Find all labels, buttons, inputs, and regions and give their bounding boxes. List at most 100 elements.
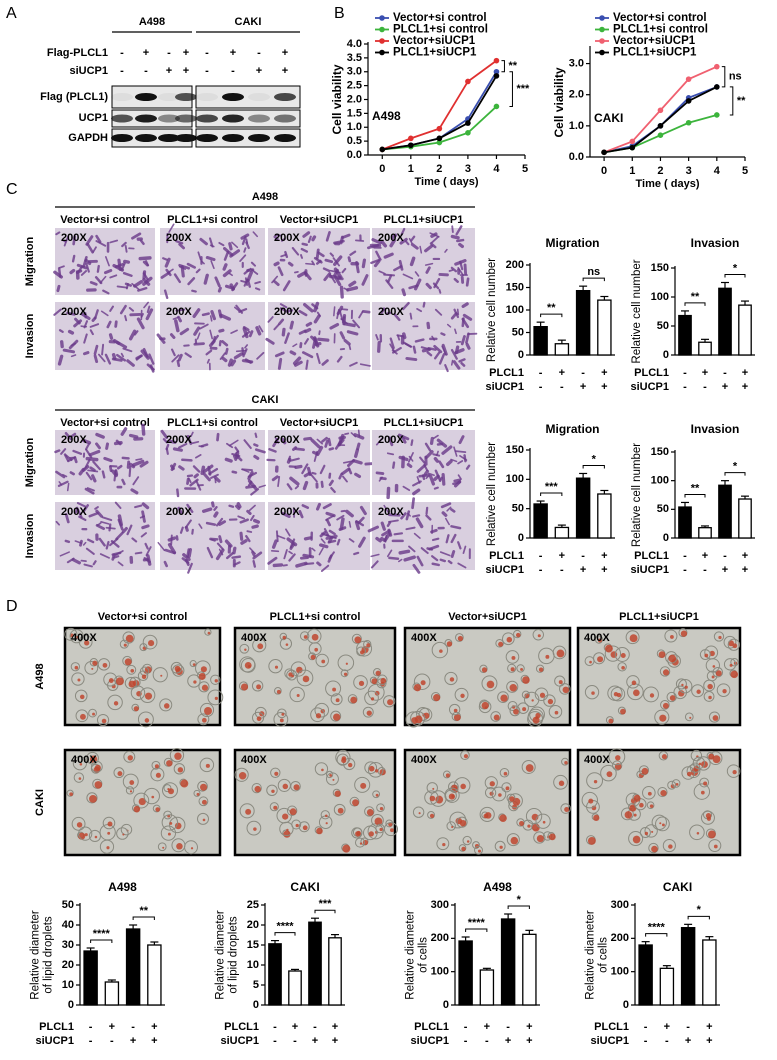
cell: [280, 437, 287, 445]
band: [274, 134, 296, 142]
cell: [230, 359, 237, 367]
lipid: [506, 636, 513, 643]
cell: [426, 321, 431, 330]
cell: [497, 691, 509, 704]
lipid: [481, 701, 489, 710]
cell: [301, 351, 314, 359]
cell: [339, 285, 344, 299]
cell: [99, 275, 107, 284]
bracket: [540, 313, 563, 318]
cell: [239, 518, 249, 524]
cell: [375, 334, 379, 341]
lipid: [190, 847, 194, 850]
cell: [362, 706, 374, 718]
cell: [251, 524, 259, 529]
cell: [219, 313, 232, 321]
significance: *: [517, 894, 522, 906]
cell: [178, 265, 186, 270]
cell: [187, 562, 193, 574]
cell: [157, 541, 166, 552]
lipid: [76, 635, 80, 639]
cell: [279, 307, 290, 314]
cell: [269, 802, 279, 812]
cell: [383, 822, 398, 837]
lipid: [276, 689, 281, 694]
sign: +: [109, 1021, 115, 1033]
lipid: [238, 772, 247, 780]
lipid: [703, 781, 708, 786]
cell: [370, 553, 380, 558]
bracket: [90, 939, 113, 943]
cell: [103, 456, 113, 463]
cell: [298, 329, 307, 335]
cell: [371, 238, 382, 245]
cell: [319, 531, 327, 538]
cell: [130, 488, 139, 495]
sign: -: [506, 1021, 510, 1033]
lipid: [174, 822, 182, 830]
bar: [500, 918, 516, 1006]
cell: [282, 280, 291, 292]
band: [111, 93, 133, 101]
cell: [479, 664, 488, 674]
cell: [197, 812, 210, 825]
cell: [170, 534, 173, 546]
lipid: [715, 670, 722, 677]
row-label: PLCL1: [489, 367, 524, 379]
sign: +: [601, 367, 607, 379]
cell-line-label: A498: [372, 109, 401, 123]
cell: [325, 770, 334, 779]
sign: +: [183, 47, 189, 59]
cell: [534, 687, 549, 702]
cell: [317, 337, 330, 342]
cell: [584, 685, 600, 700]
lipid: [274, 665, 279, 669]
lipid: [477, 849, 481, 853]
cell: [139, 687, 156, 704]
cell: [88, 708, 97, 718]
lipid: [311, 633, 319, 641]
cell: [213, 506, 218, 511]
cell: [460, 750, 470, 760]
lipid: [256, 684, 262, 690]
lipid: [201, 799, 207, 805]
cell: [403, 555, 416, 562]
cell: [241, 330, 251, 338]
cell: [297, 271, 307, 278]
cell: [100, 310, 109, 317]
cell: [348, 538, 355, 543]
cell: [255, 326, 262, 336]
lipid: [669, 695, 676, 701]
y-axis-label: Relative cell number: [631, 443, 643, 547]
cell: [124, 315, 128, 322]
cell: [252, 551, 263, 560]
column-label: PLCL1+siUCP1: [384, 214, 464, 226]
cell: [125, 283, 129, 290]
significance: ****: [648, 922, 666, 934]
cell: [178, 242, 185, 250]
band-label: Flag (PLCL1): [40, 91, 108, 103]
cell: [57, 480, 69, 487]
cell: [363, 640, 372, 649]
lipid: [536, 834, 544, 843]
significance: *: [697, 904, 702, 916]
cell: [113, 555, 120, 559]
cell: [450, 234, 460, 240]
cell: [424, 244, 434, 253]
group-title: A498: [252, 191, 278, 203]
cell: [454, 687, 469, 702]
sign: +: [312, 1035, 318, 1047]
cell: [465, 342, 471, 350]
sign: +: [559, 550, 565, 562]
sign: -: [257, 47, 261, 59]
lipid: [92, 660, 98, 666]
cell: [642, 785, 656, 800]
lipid: [418, 812, 421, 815]
cell: [66, 482, 70, 492]
band: [196, 114, 218, 123]
lipid: [505, 786, 510, 791]
bar: [698, 527, 712, 539]
cell: [270, 767, 281, 778]
cell: [516, 818, 525, 827]
bracket: [274, 932, 296, 936]
